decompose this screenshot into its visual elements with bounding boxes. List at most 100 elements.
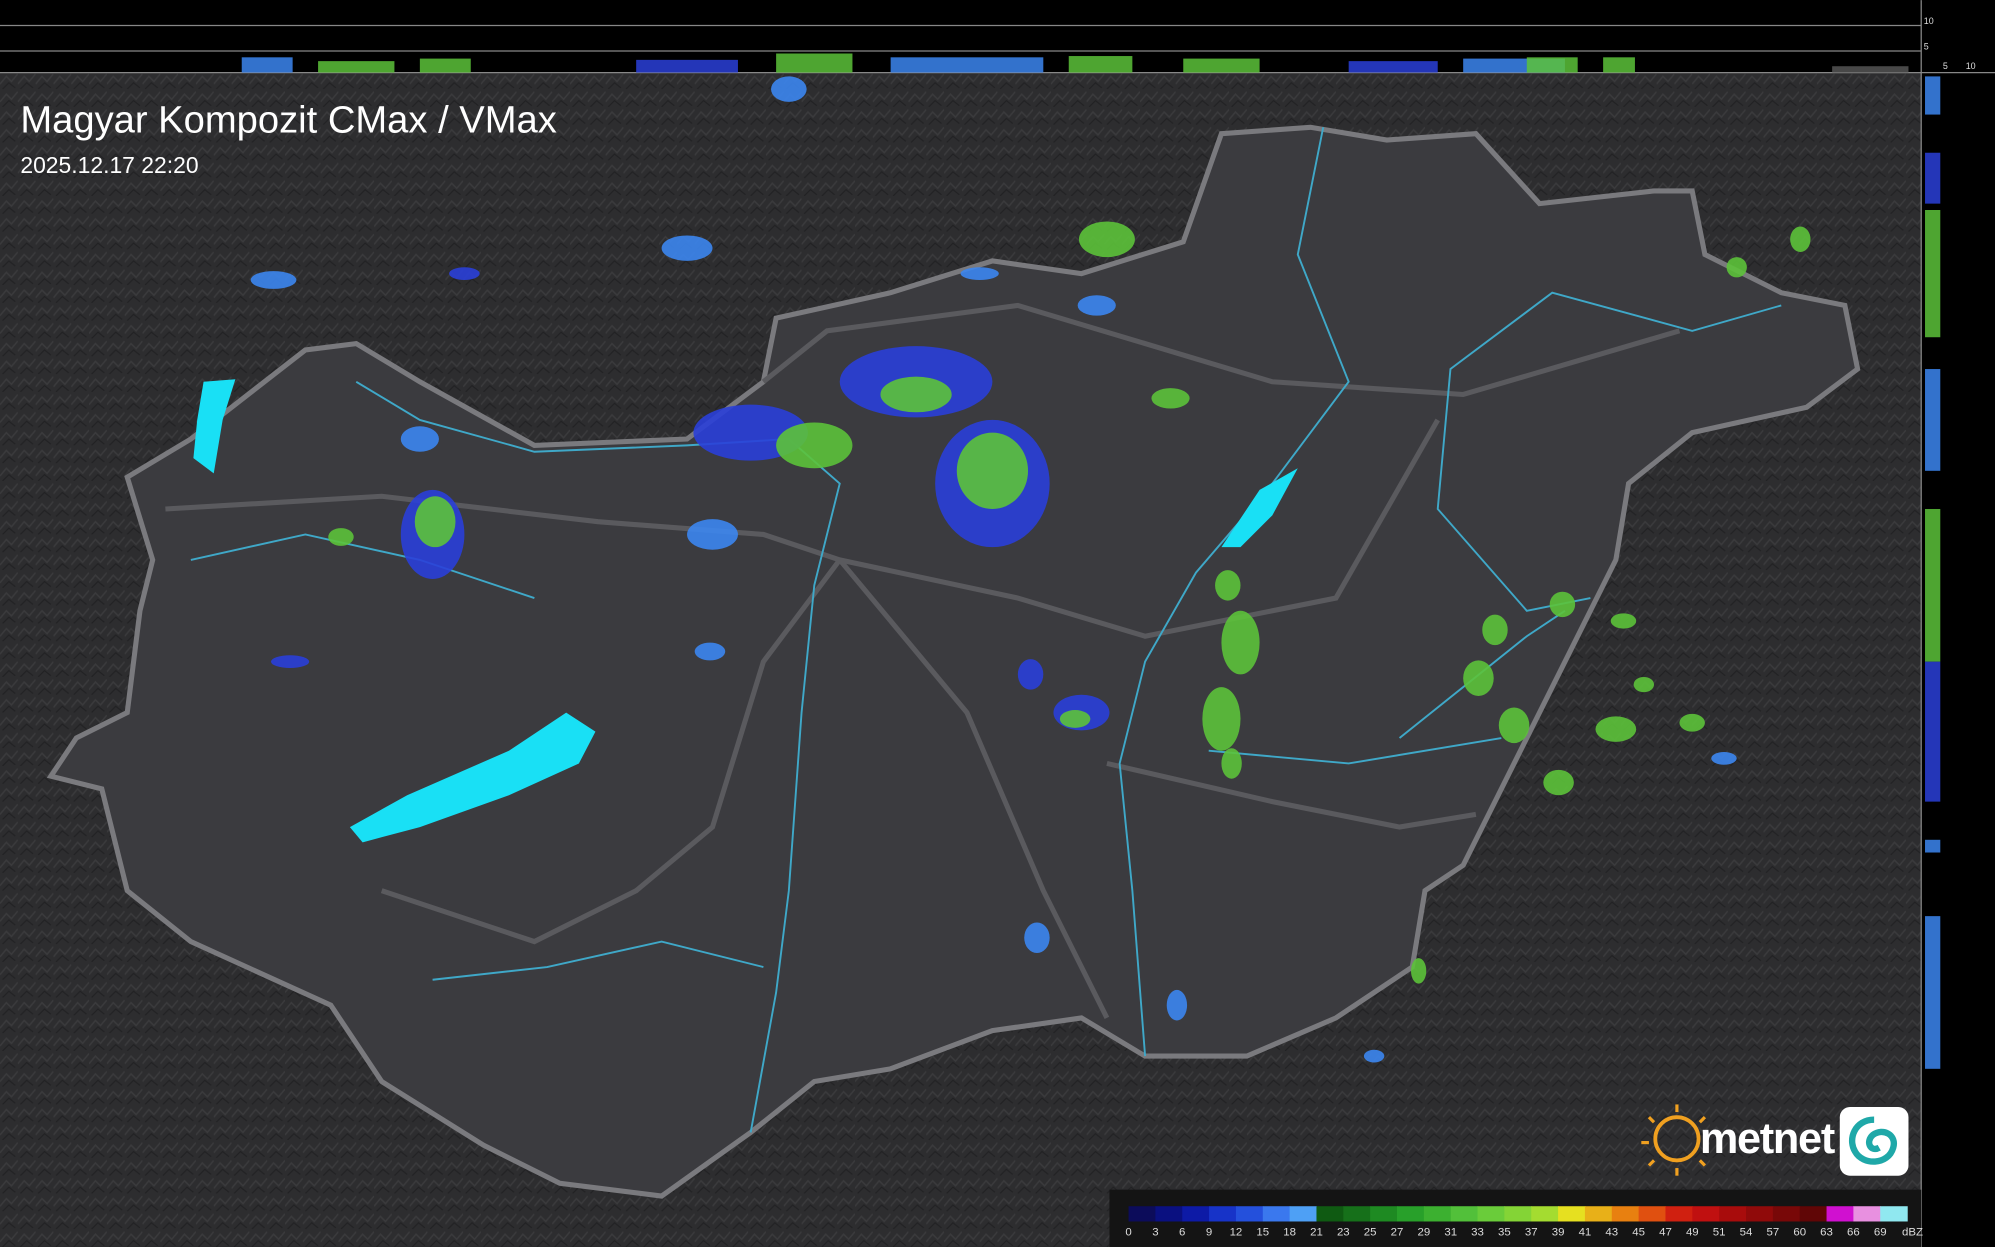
echo	[1017, 659, 1044, 690]
legend-label: 60	[1793, 1226, 1806, 1238]
echo	[1711, 752, 1737, 765]
echo	[771, 76, 807, 102]
echo	[1215, 570, 1241, 601]
echo	[400, 426, 439, 452]
profile-echo	[1925, 369, 1941, 471]
legend-label: 23	[1337, 1226, 1350, 1238]
legend-label: 51	[1713, 1226, 1726, 1238]
echo	[1610, 613, 1637, 629]
legend-swatch	[1880, 1206, 1908, 1222]
logo-text: metnet	[1700, 1115, 1835, 1163]
legend-swatch	[1209, 1206, 1237, 1222]
echo	[1078, 221, 1135, 258]
legend-label: 39	[1552, 1226, 1565, 1238]
legend-label: 35	[1498, 1226, 1511, 1238]
legend-label: 31	[1444, 1226, 1457, 1238]
echo	[687, 519, 738, 550]
profile-label: 10	[1966, 61, 1976, 71]
rivers	[190, 127, 1782, 1133]
profile-echo	[1925, 661, 1941, 802]
profile-echo	[241, 57, 293, 73]
profile-label: 5	[1943, 61, 1948, 71]
echo	[776, 422, 853, 469]
profile-echo	[1925, 916, 1941, 1069]
legend-unit: dBZ	[1902, 1226, 1923, 1238]
profiles	[241, 53, 1941, 1069]
map-title: Magyar Kompozit CMax / VMax	[20, 98, 556, 141]
logo-swirl	[1848, 1116, 1898, 1165]
echo	[449, 267, 480, 280]
echo	[661, 235, 713, 261]
legend-label: 49	[1686, 1226, 1699, 1238]
profile-echo	[318, 61, 395, 73]
legend-label: 41	[1579, 1226, 1592, 1238]
echo	[1077, 295, 1116, 316]
legend-label: 25	[1364, 1226, 1377, 1238]
road	[380, 558, 842, 945]
profile-echo	[1925, 209, 1941, 338]
lake-ferto	[193, 379, 236, 474]
legend-swatch	[1531, 1206, 1559, 1222]
echo	[1411, 958, 1427, 984]
legend-label: 3	[1152, 1226, 1158, 1238]
echo	[1221, 748, 1242, 779]
legend-label: 18	[1283, 1226, 1296, 1238]
legend-swatch	[1289, 1206, 1318, 1222]
echo	[1024, 922, 1050, 954]
logo: metnet	[1641, 1104, 1909, 1176]
echo	[1363, 1049, 1385, 1063]
road	[761, 302, 1681, 398]
profile-echo	[1348, 61, 1438, 73]
legend-label: 43	[1605, 1226, 1618, 1238]
legend-swatch	[1665, 1206, 1693, 1222]
legend-swatch	[1316, 1206, 1344, 1222]
echo	[250, 271, 297, 289]
legend-swatch	[1611, 1206, 1640, 1222]
echo	[1151, 388, 1190, 409]
legend-swatch	[1853, 1206, 1881, 1222]
legend-swatch	[1128, 1206, 1157, 1222]
profile-echo	[890, 57, 1044, 73]
echo	[1482, 614, 1508, 646]
echo	[271, 655, 310, 669]
river	[432, 940, 764, 981]
profile-echo	[1925, 76, 1941, 115]
logo-sun	[1653, 1115, 1701, 1163]
echo	[1221, 610, 1260, 675]
echo	[1549, 591, 1576, 618]
echo	[1059, 710, 1091, 728]
echo	[1543, 769, 1574, 796]
legend-label: 37	[1525, 1226, 1538, 1238]
legend-swatch	[1746, 1206, 1774, 1222]
timestamp: 2025.12.17 22:20	[20, 152, 198, 178]
echo	[880, 376, 952, 413]
echo	[1790, 226, 1811, 252]
legend-swatch	[1504, 1206, 1532, 1222]
legend-swatch	[1182, 1206, 1210, 1222]
profile-echo	[1603, 57, 1635, 73]
legend-swatch	[1450, 1206, 1479, 1222]
echo	[1498, 707, 1530, 744]
echo	[414, 496, 456, 548]
legend-swatch	[1638, 1206, 1667, 1222]
legend-swatch	[1584, 1206, 1613, 1222]
legend-label: 66	[1847, 1226, 1860, 1238]
echo	[956, 432, 1029, 509]
radar-echoes	[250, 76, 1811, 1063]
legend-label: 69	[1874, 1226, 1887, 1238]
legend-swatch	[1235, 1206, 1264, 1222]
river	[190, 533, 535, 599]
river	[1208, 737, 1502, 765]
legend-label: 57	[1766, 1226, 1779, 1238]
profile-label: 10	[1924, 16, 1934, 26]
legend-label: 12	[1230, 1226, 1243, 1238]
river	[1436, 291, 1782, 612]
legend: 0 3 6 9 12 15 18 21 23 25 27 29 31 33 35 37 39 41 43 45 47 49…	[1125, 1206, 1923, 1238]
legend-label: 6	[1179, 1226, 1185, 1238]
echo	[960, 267, 999, 280]
echo	[1463, 660, 1494, 697]
legend-label: 9	[1206, 1226, 1212, 1238]
legend-swatch	[1826, 1206, 1855, 1222]
